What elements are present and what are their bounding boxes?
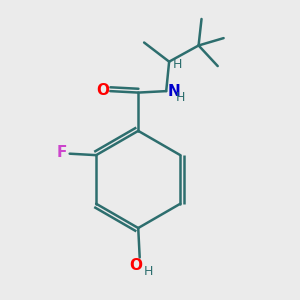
Text: H: H — [173, 58, 182, 71]
Text: H: H — [175, 91, 185, 104]
Text: F: F — [57, 145, 68, 160]
Text: O: O — [129, 258, 142, 273]
Text: O: O — [96, 83, 110, 98]
Text: N: N — [167, 84, 180, 99]
Text: H: H — [143, 265, 153, 278]
